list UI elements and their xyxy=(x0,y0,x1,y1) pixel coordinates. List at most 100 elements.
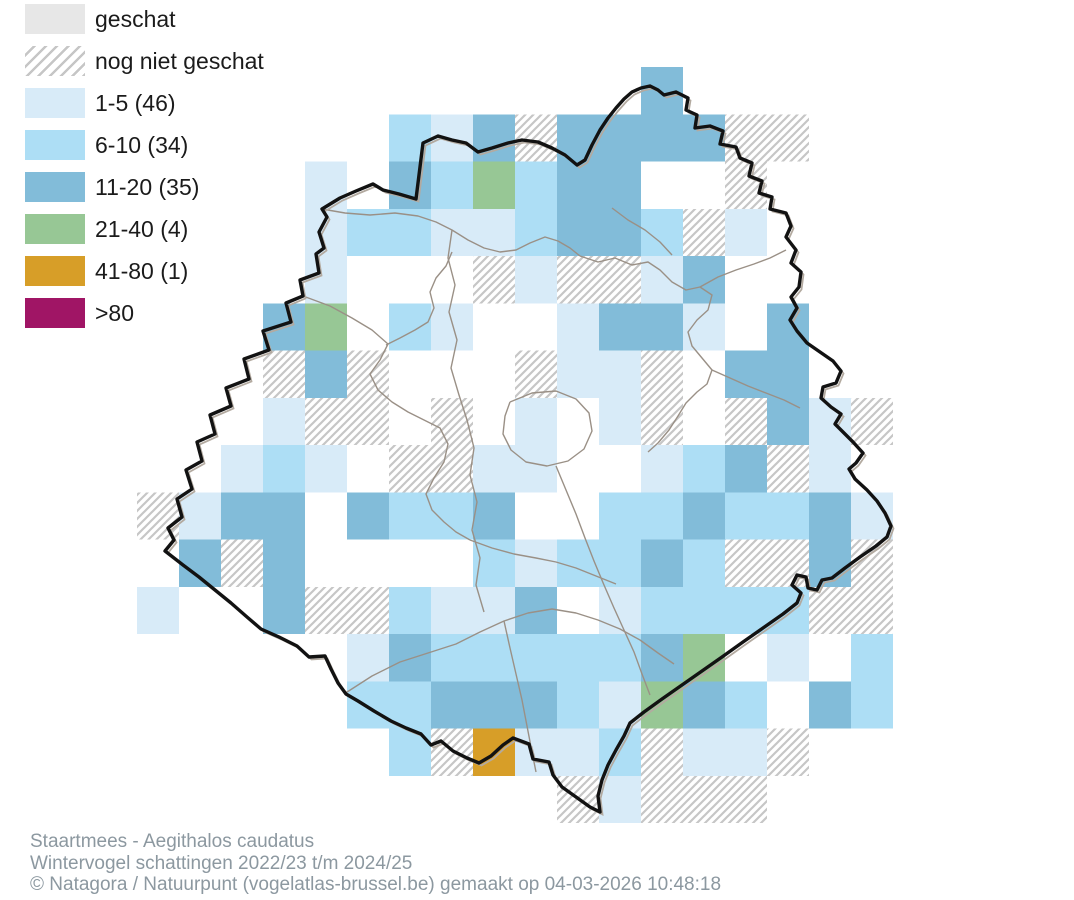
grid-cell xyxy=(515,161,557,209)
grid-cell xyxy=(641,303,683,351)
grid-cell xyxy=(557,208,599,256)
grid-cell xyxy=(683,256,725,304)
grid-cell xyxy=(515,350,557,398)
hatch-swatch-icon xyxy=(25,46,85,76)
grid-cell xyxy=(767,350,809,398)
grid-cell xyxy=(809,445,851,493)
grid-cell xyxy=(851,681,893,729)
grid-cell xyxy=(515,681,557,729)
grid-cell xyxy=(347,397,389,445)
grid-cell xyxy=(599,350,641,398)
grid-cell xyxy=(347,634,389,682)
grid-cell xyxy=(179,492,221,540)
grid-cell xyxy=(221,539,263,587)
grid-cell xyxy=(431,161,473,209)
grid-cell xyxy=(137,492,179,540)
grid-cell xyxy=(515,256,557,304)
color-swatch-icon xyxy=(25,172,85,202)
grid-cell xyxy=(389,634,431,682)
grid-cell xyxy=(473,256,515,304)
color-swatch-icon xyxy=(25,88,85,118)
grid-cell xyxy=(515,539,557,587)
grid-cell xyxy=(305,161,347,209)
grid-cell xyxy=(431,303,473,351)
grid-cell xyxy=(599,256,641,304)
grid-cells xyxy=(137,67,893,823)
grid-cell xyxy=(305,445,347,493)
grid-cell xyxy=(557,256,599,304)
legend-label: 1-5 (46) xyxy=(95,90,176,116)
grid-cell xyxy=(809,586,851,634)
region-boundary xyxy=(163,84,893,814)
grid-cell xyxy=(515,208,557,256)
legend-label: 6-10 (34) xyxy=(95,132,189,158)
grid-cell xyxy=(683,114,725,162)
grid-cell xyxy=(725,681,767,729)
grid-cell xyxy=(809,681,851,729)
grid-cell xyxy=(641,728,683,776)
color-swatch-icon xyxy=(25,214,85,244)
grid-cell xyxy=(599,586,641,634)
grid-cell xyxy=(641,586,683,634)
grid-cell xyxy=(305,350,347,398)
grid-cell xyxy=(347,586,389,634)
grid-cell xyxy=(557,728,599,776)
grid-cell xyxy=(473,445,515,493)
grid-cell xyxy=(641,539,683,587)
grid-cell xyxy=(557,303,599,351)
grid-cell xyxy=(641,397,683,445)
grid-cell xyxy=(389,303,431,351)
grid-cell xyxy=(599,634,641,682)
grid-cell xyxy=(809,492,851,540)
legend-label: geschat xyxy=(95,6,176,32)
grid-cell xyxy=(767,445,809,493)
grid-cell xyxy=(305,586,347,634)
grid-cell xyxy=(557,634,599,682)
grid-cell xyxy=(557,161,599,209)
grid-cell xyxy=(767,303,809,351)
grid-cell xyxy=(431,397,473,445)
grid-cell xyxy=(263,586,305,634)
grid-cell xyxy=(683,775,725,823)
legend-label: 11-20 (35) xyxy=(95,174,200,200)
grid-cell xyxy=(347,681,389,729)
grid-cell xyxy=(683,681,725,729)
grid-cell xyxy=(599,161,641,209)
grid-cell xyxy=(599,303,641,351)
grid-cell xyxy=(767,539,809,587)
grid-cell xyxy=(263,539,305,587)
grid-cell xyxy=(725,775,767,823)
grid-cell xyxy=(305,397,347,445)
grid-cell xyxy=(389,681,431,729)
grid-cell xyxy=(473,539,515,587)
grid-cell xyxy=(263,492,305,540)
grid-cell xyxy=(641,634,683,682)
grid-cell xyxy=(347,350,389,398)
caption-block: Staartmees - Aegithalos caudatus Winterv… xyxy=(30,831,721,896)
grid-cell xyxy=(767,397,809,445)
grid-cell xyxy=(851,634,893,682)
grid-cell xyxy=(221,492,263,540)
grid-cell xyxy=(473,492,515,540)
grid-cell xyxy=(641,256,683,304)
grid-cell xyxy=(683,445,725,493)
grid-cell xyxy=(389,586,431,634)
legend-label: 41-80 (1) xyxy=(95,258,189,284)
grid-cell xyxy=(725,350,767,398)
legend-label: >80 xyxy=(95,300,135,326)
grid-cell xyxy=(473,161,515,209)
grid-cell xyxy=(473,208,515,256)
grid-cell xyxy=(725,208,767,256)
grid-cell xyxy=(851,397,893,445)
grid-cell xyxy=(431,445,473,493)
legend-label: nog niet geschat xyxy=(95,48,264,74)
color-swatch-icon xyxy=(25,298,85,328)
grid-cell xyxy=(725,492,767,540)
grid-cell xyxy=(641,350,683,398)
grid-cell xyxy=(767,114,809,162)
grid-cell xyxy=(641,114,683,162)
grid-cell xyxy=(263,350,305,398)
grid-cell xyxy=(557,681,599,729)
grid-cell xyxy=(515,397,557,445)
grid-cell xyxy=(431,634,473,682)
